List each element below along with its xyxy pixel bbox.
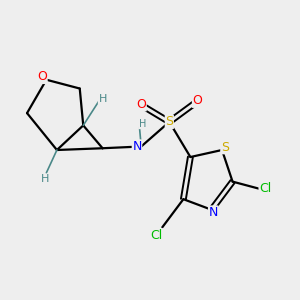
Text: H: H: [98, 94, 107, 104]
Text: N: N: [208, 206, 218, 219]
Text: H: H: [40, 174, 49, 184]
Text: Cl: Cl: [150, 229, 162, 242]
Text: S: S: [221, 141, 229, 154]
Text: S: S: [165, 116, 173, 128]
Text: O: O: [193, 94, 202, 107]
Text: Cl: Cl: [259, 182, 272, 195]
Text: O: O: [136, 98, 146, 111]
Text: N: N: [132, 140, 142, 153]
Text: H: H: [139, 119, 146, 129]
Text: O: O: [37, 70, 47, 83]
